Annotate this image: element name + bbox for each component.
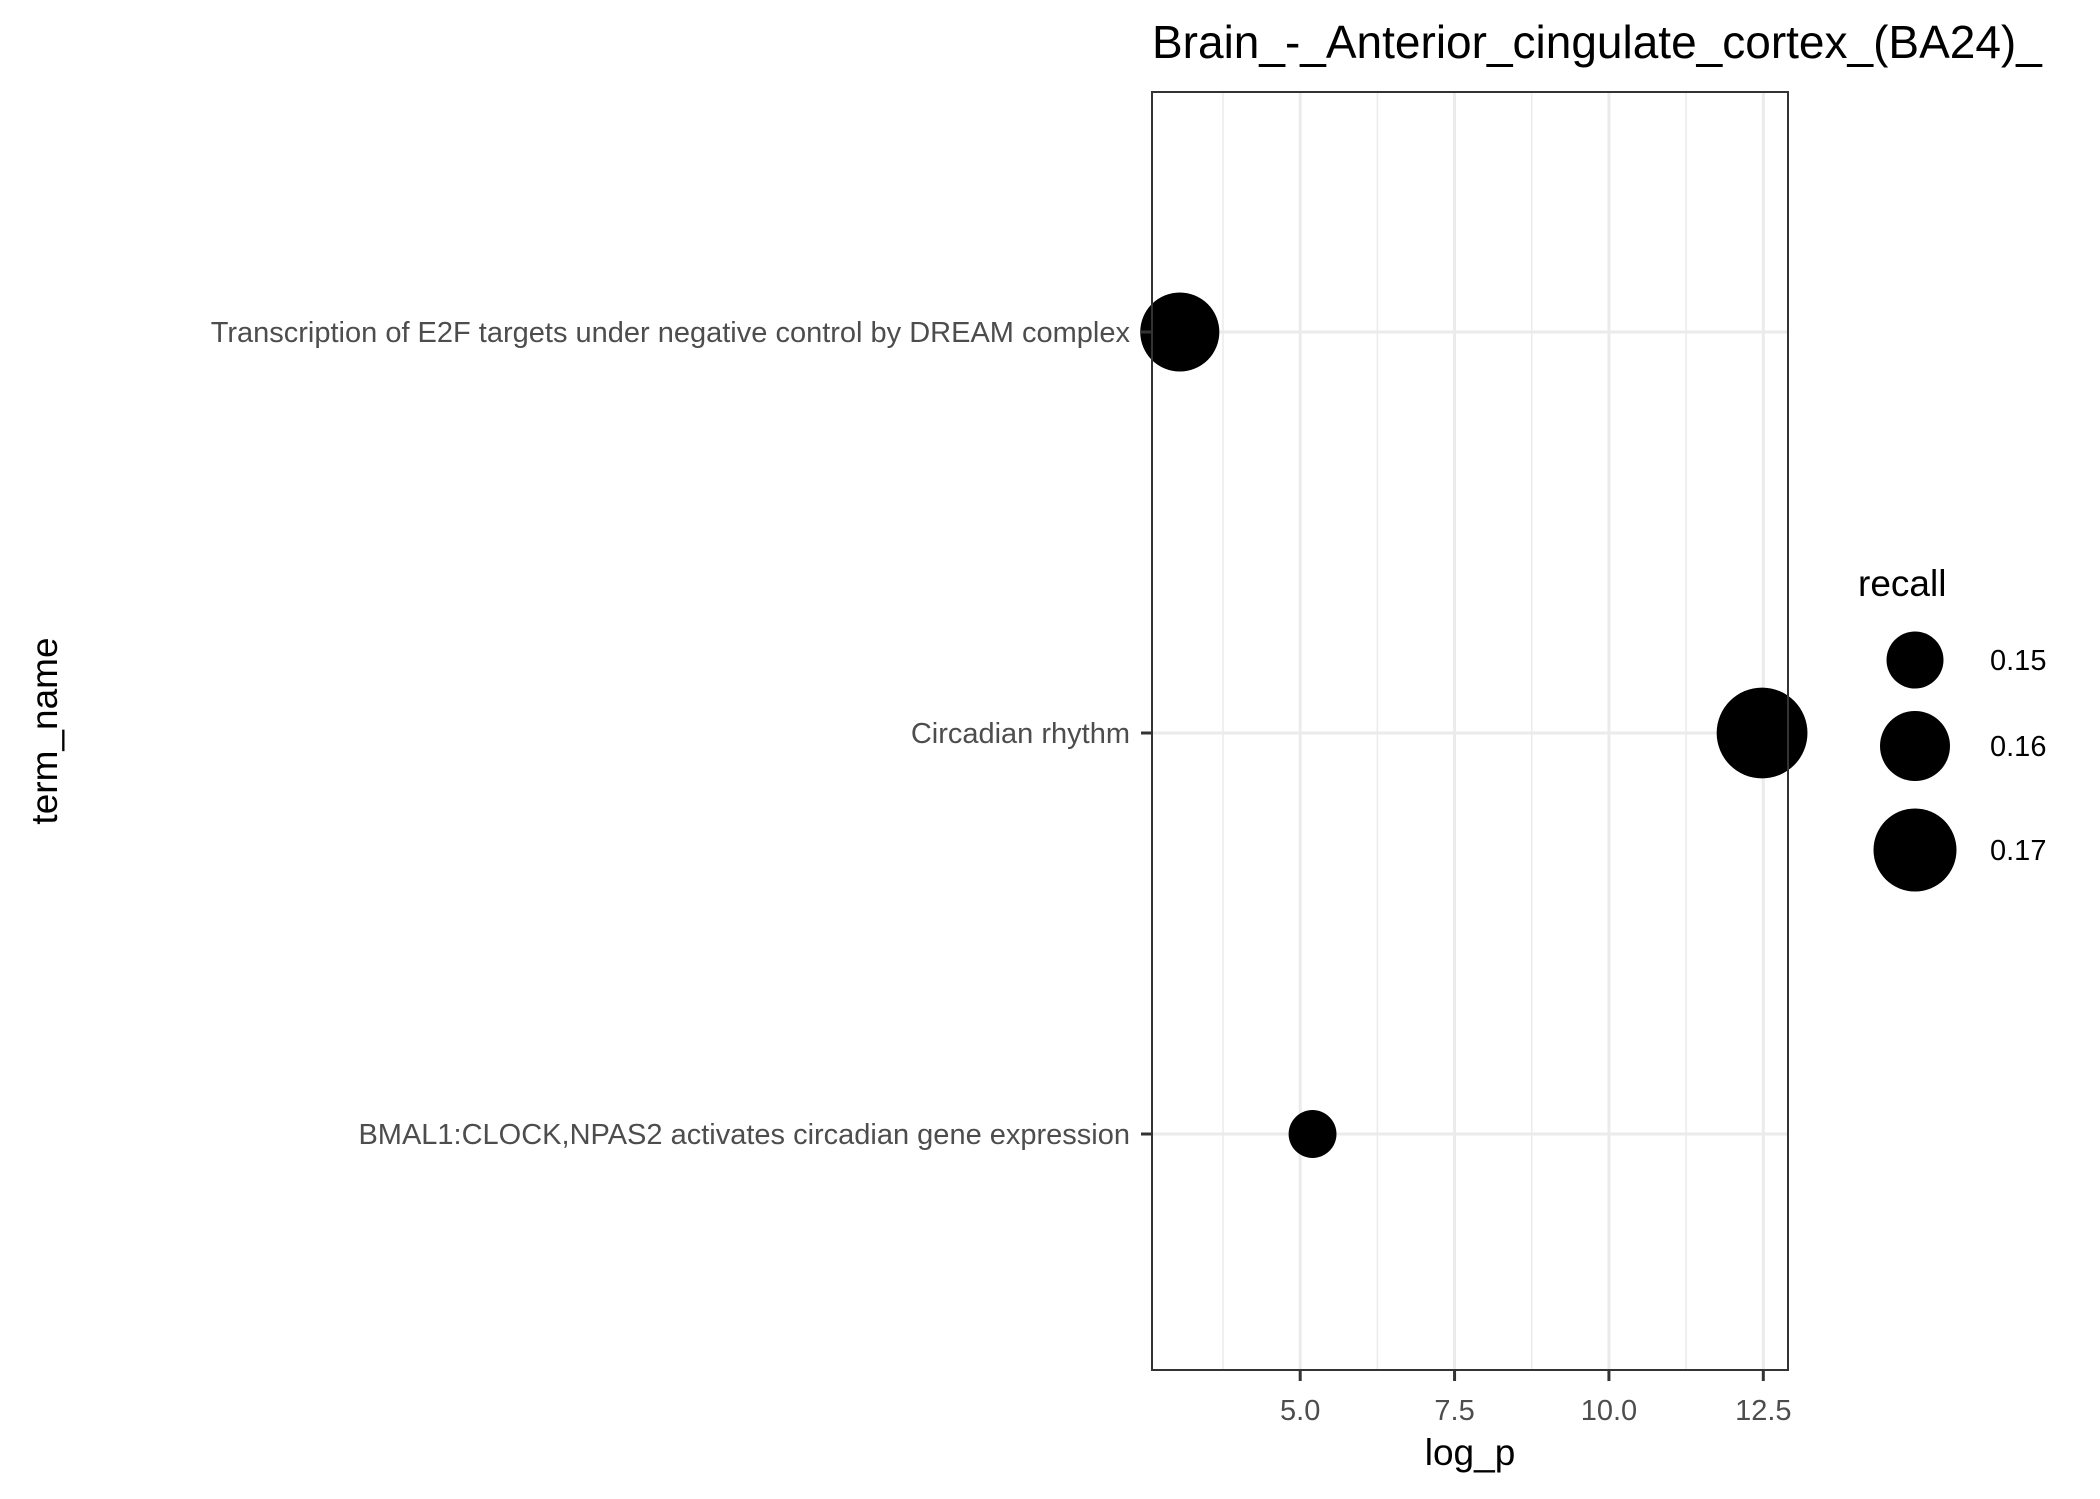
y-tick-label: Transcription of E2F targets under negat… (211, 317, 1131, 349)
legend-label: 0.17 (1990, 835, 2046, 867)
legend: recall 0.15 0.16 0.17 (1858, 563, 2046, 892)
x-tick-label: 12.5 (1735, 1395, 1791, 1427)
plot-background (1152, 92, 1788, 1370)
x-tick-label: 10.0 (1581, 1395, 1637, 1427)
data-points (1140, 292, 1808, 1158)
legend-title: recall (1858, 563, 1946, 604)
y-axis: Transcription of E2F targets under negat… (211, 317, 1152, 1151)
x-axis: 5.0 7.5 10.0 12.5 (1280, 1370, 1792, 1427)
x-tick-label: 5.0 (1280, 1395, 1320, 1427)
legend-label: 0.15 (1990, 645, 2046, 677)
legend-key (1880, 711, 1950, 781)
legend-key (1886, 631, 1944, 689)
y-tick-label: BMAL1:CLOCK,NPAS2 activates circadian ge… (358, 1119, 1130, 1151)
y-tick-label: Circadian rhythm (911, 718, 1130, 750)
plot-border (1151, 91, 1789, 1371)
grid-lines (1152, 92, 1788, 1370)
legend-key (1873, 808, 1957, 892)
chart-title: Brain_-_Anterior_cingulate_cortex_(BA24)… (1152, 16, 2043, 68)
x-axis-title: log_p (1425, 1432, 1516, 1473)
data-point (1140, 292, 1220, 372)
x-tick-label: 7.5 (1434, 1395, 1474, 1427)
data-point (1288, 1110, 1337, 1158)
data-point (1716, 687, 1808, 779)
y-axis-title: term_name (24, 637, 65, 824)
legend-label: 0.16 (1990, 731, 2046, 763)
